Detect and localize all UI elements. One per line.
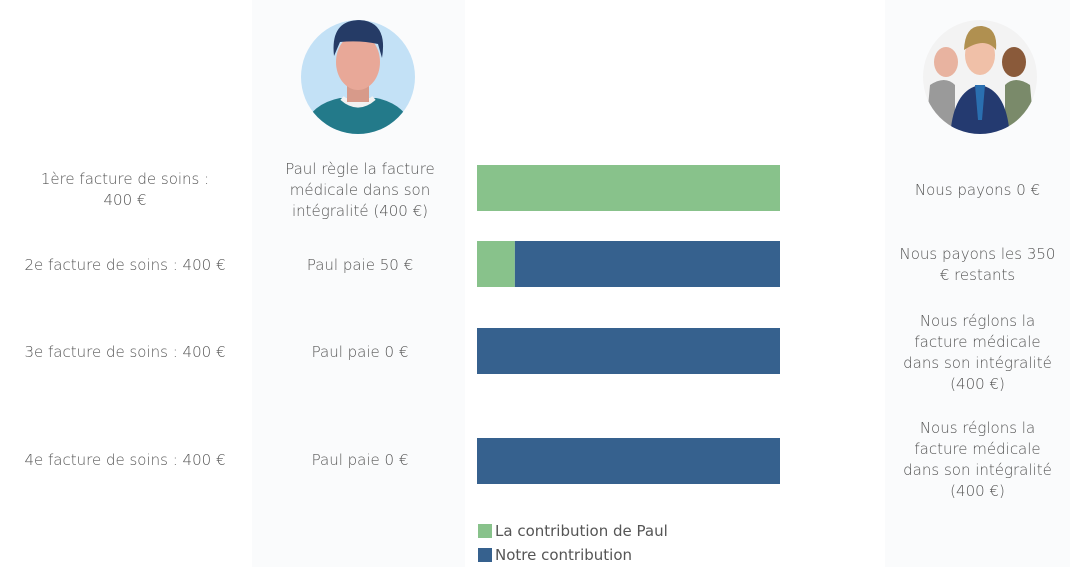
legend-label: Notre contribution	[495, 546, 632, 564]
invoice-text: 3e facture de soins : 400 €	[0, 300, 250, 405]
invoice-text: 1ère facture de soins : 400 €	[0, 150, 250, 230]
infographic: 1ère facture de soins : 400 €Paul règle …	[0, 0, 1070, 567]
us-text: Nous payons les 350 € restants	[885, 233, 1070, 297]
legend-swatch	[478, 548, 492, 562]
paul-text: Paul paie 0 €	[255, 300, 465, 405]
us-text: Nous réglons la facture médicale dans so…	[885, 408, 1070, 512]
legend-label: La contribution de Paul	[495, 522, 668, 540]
invoice-text: 4e facture de soins : 400 €	[0, 408, 250, 512]
legend-item: La contribution de Paul	[478, 522, 668, 540]
paul-text: Paul règle la facture médicale dans son …	[255, 150, 465, 230]
paul-text: Paul paie 0 €	[255, 408, 465, 512]
avatar-paul	[300, 20, 416, 140]
legend-item: Notre contribution	[478, 546, 632, 564]
legend-swatch	[478, 524, 492, 538]
bar-segment	[477, 241, 515, 287]
us-text: Nous payons 0 €	[885, 150, 1070, 230]
bar-segment	[477, 165, 780, 211]
us-text: Nous réglons la facture médicale dans so…	[885, 300, 1070, 405]
invoice-text: 2e facture de soins : 400 €	[0, 233, 250, 297]
bar-segment	[515, 241, 780, 287]
paul-text: Paul paie 50 €	[255, 233, 465, 297]
avatar-group	[923, 20, 1037, 140]
bar-segment	[477, 438, 780, 484]
bar-segment	[477, 328, 780, 374]
